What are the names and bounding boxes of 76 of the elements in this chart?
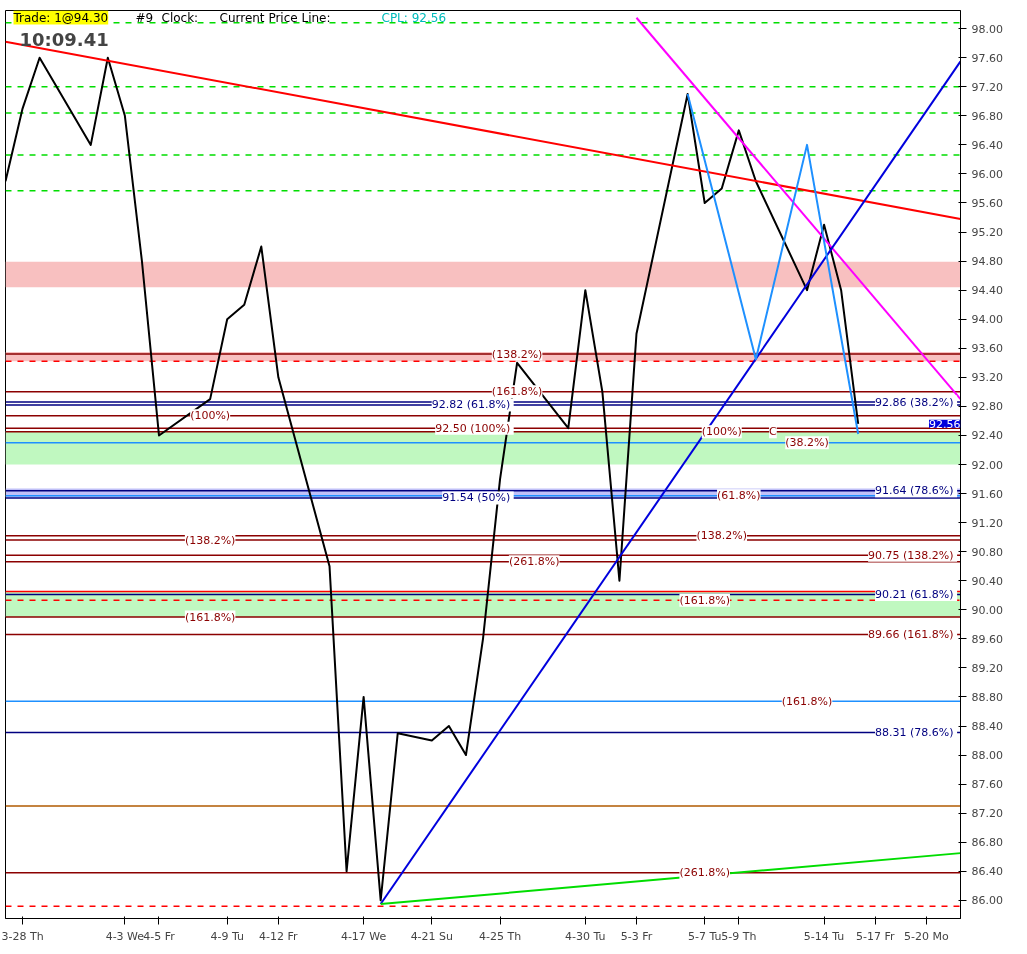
annotation: (261.8%) [508, 555, 560, 569]
y-tick-label: 90.80 [971, 545, 1003, 559]
annotation: (61.8%) [717, 489, 761, 503]
y-tick-label: 89.20 [971, 661, 1003, 675]
x-tick-label: 5-14 Tu [803, 929, 845, 943]
y-tick-label: 86.80 [971, 836, 1003, 850]
annotation: Clock: [161, 10, 199, 25]
y-tick-label: 96.40 [971, 138, 1003, 152]
x-tick-label: 4-21 Su [410, 929, 454, 943]
y-tick-label: 91.20 [971, 516, 1003, 530]
ref-line-label: 89.66 (161.8%) [868, 627, 954, 641]
annotation: 92.56 [929, 417, 961, 431]
annotation: (138.2%) [696, 529, 748, 543]
annotation: (100%) [190, 409, 231, 423]
annotation: (100%) [701, 425, 742, 439]
x-tick-label: 4-9 Tu [210, 929, 244, 943]
annotation: (261.8%) [679, 866, 730, 880]
y-tick-label: 87.60 [971, 778, 1003, 792]
y-tick-label: 97.20 [971, 80, 1003, 94]
annotation: Current Price Line: [219, 10, 331, 25]
y-tick-label: 88.00 [971, 749, 1003, 763]
ref-line-label: 92.86 (38.2%) [875, 395, 954, 409]
ref-line-label: 90.21 (61.8%) [875, 588, 954, 602]
y-tick-label: 87.20 [971, 807, 1003, 821]
ref-line-label: 91.64 (78.6%) [875, 484, 954, 498]
y-tick-label: 88.80 [971, 690, 1003, 704]
y-tick-label: 94.80 [971, 255, 1003, 269]
y-tick-label: 92.00 [971, 458, 1003, 472]
x-tick-label: 5-3 Fr [620, 929, 653, 943]
y-tick-label: 89.60 [971, 632, 1003, 646]
annotation: #9 [135, 10, 154, 25]
annotation: (161.8%) [781, 694, 833, 708]
y-tick-label: 86.40 [971, 865, 1003, 879]
annotation: 10:09.41 [19, 28, 109, 50]
y-tick-label: 94.00 [971, 313, 1003, 327]
y-tick-label: 95.20 [971, 226, 1003, 240]
ref-line-label: 91.54 (50%) [442, 491, 511, 505]
x-tick-label: 4-5 Fr [143, 929, 176, 943]
x-tick-label: 5-20 Mo [904, 929, 949, 943]
y-tick-label: 88.40 [971, 720, 1003, 733]
ref-line-label: 92.50 (100%) [435, 421, 511, 435]
x-tick-label: 5-9 Th [721, 929, 757, 943]
y-tick-label: 91.60 [971, 487, 1003, 501]
y-tick-label: 93.20 [971, 371, 1003, 385]
y-tick-label: 92.80 [971, 400, 1003, 414]
y-tick-label: 92.40 [971, 429, 1003, 443]
annotation: CPL: 92.56 [381, 10, 447, 25]
annotation: (38.2%) [785, 436, 829, 450]
x-tick-label: 4-17 We [340, 929, 387, 943]
ref-line-label: 88.31 (78.6%) [875, 726, 954, 740]
annotation: (161.8%) [491, 385, 543, 399]
x-tick-label: 5-7 Tu [687, 929, 722, 943]
x-tick-label: 3-28 Th [1, 929, 44, 943]
x-tick-label: 4-30 Tu [565, 929, 606, 943]
x-tick-label: 4-12 Fr [259, 929, 299, 943]
annotation: (138.2%) [491, 347, 543, 361]
annotation: (161.8%) [679, 593, 730, 607]
ref-line-label: 92.82 (61.8%) [431, 398, 511, 412]
y-tick-label: 94.40 [971, 284, 1003, 298]
x-tick-label: 5-17 Fr [855, 929, 895, 943]
y-tick-label: 96.80 [971, 109, 1003, 123]
y-tick-label: 93.60 [971, 342, 1003, 356]
annotation: C [769, 425, 778, 439]
annotation: (138.2%) [184, 533, 236, 547]
annotation: (161.8%) [184, 610, 236, 624]
y-tick-label: 95.60 [971, 197, 1003, 210]
y-tick-label: 96.00 [971, 167, 1003, 181]
x-tick-label: 4-3 We [105, 929, 145, 943]
ref-line-label: 90.75 (138.2%) [868, 548, 954, 562]
y-tick-label: 98.00 [971, 22, 1003, 36]
y-tick-label: 86.00 [971, 894, 1003, 908]
y-tick-label: 90.40 [971, 574, 1003, 588]
annotation: Trade: 1@94.30 [12, 10, 109, 25]
y-tick-label: 97.60 [971, 51, 1003, 65]
y-tick-label: 90.00 [971, 603, 1003, 617]
x-tick-label: 4-25 Th [478, 929, 522, 943]
